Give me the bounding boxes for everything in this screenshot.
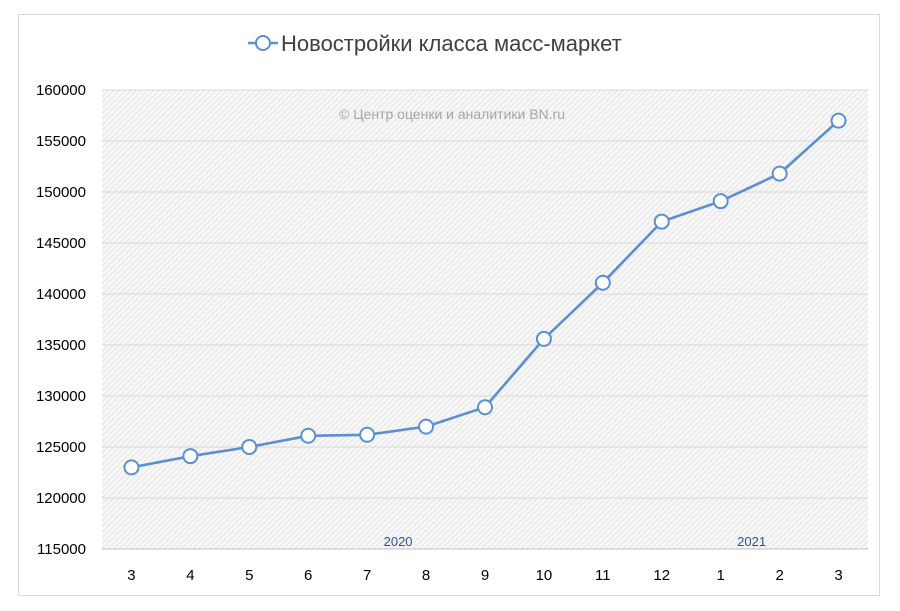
x-tick-label: 4 — [186, 567, 194, 584]
chart-title-text: Новостройки класса масс-маркет — [281, 31, 622, 56]
watermark: © Центр оценки и аналитики BN.ru — [339, 106, 565, 122]
data-point — [359, 426, 376, 443]
data-point — [830, 112, 847, 129]
legend-point-marker — [255, 35, 271, 51]
y-tick-label: 120000 — [36, 490, 86, 507]
data-point — [241, 439, 258, 455]
y-axis: 115000 120000 125000 130000 135000 140000 1450… — [36, 82, 86, 558]
chart-title: Новостройки класса масс-маркет — [248, 31, 622, 56]
x-tick-label: 5 — [245, 567, 253, 584]
data-point — [771, 165, 788, 182]
y-tick-label: 145000 — [36, 235, 86, 252]
x-tick-label: 6 — [304, 567, 312, 584]
data-point — [300, 427, 317, 444]
data-point — [712, 193, 729, 210]
data-point — [182, 448, 199, 465]
y-tick-label: 155000 — [36, 133, 86, 150]
data-point — [123, 459, 140, 476]
data-point — [477, 399, 493, 416]
data-point — [535, 330, 552, 347]
y-tick-label: 130000 — [36, 388, 86, 405]
x-axis-tick-labels: 3 4 5 6 7 8 9 10 11 12 1 2 3 — [127, 567, 842, 584]
x-tick-label: 11 — [595, 567, 611, 584]
y-tick-label: 135000 — [36, 337, 86, 354]
x-tick-label: 8 — [422, 567, 430, 584]
x-tick-label: 3 — [834, 567, 842, 584]
y-tick-label: 160000 — [36, 82, 86, 99]
x-tick-label: 10 — [536, 567, 553, 584]
data-point — [594, 274, 611, 291]
y-tick-label: 115000 — [37, 541, 86, 558]
data-point — [418, 418, 435, 435]
x-tick-label: 9 — [481, 567, 489, 584]
x-tick-label: 12 — [653, 567, 670, 584]
year-labels: 2020 2021 — [384, 534, 766, 549]
plot-area — [102, 90, 868, 549]
year-label: 2021 — [737, 534, 766, 549]
data-point — [653, 213, 670, 230]
y-tick-label: 140000 — [36, 286, 86, 303]
x-tick-label: 7 — [363, 567, 371, 584]
x-tick-label: 2 — [775, 567, 783, 584]
x-tick-label: 3 — [127, 567, 135, 584]
series-group — [123, 112, 847, 476]
y-tick-label: 125000 — [36, 439, 86, 456]
year-label: 2020 — [384, 534, 413, 549]
x-tick-label: 1 — [717, 567, 725, 584]
y-tick-label: 150000 — [36, 184, 86, 201]
